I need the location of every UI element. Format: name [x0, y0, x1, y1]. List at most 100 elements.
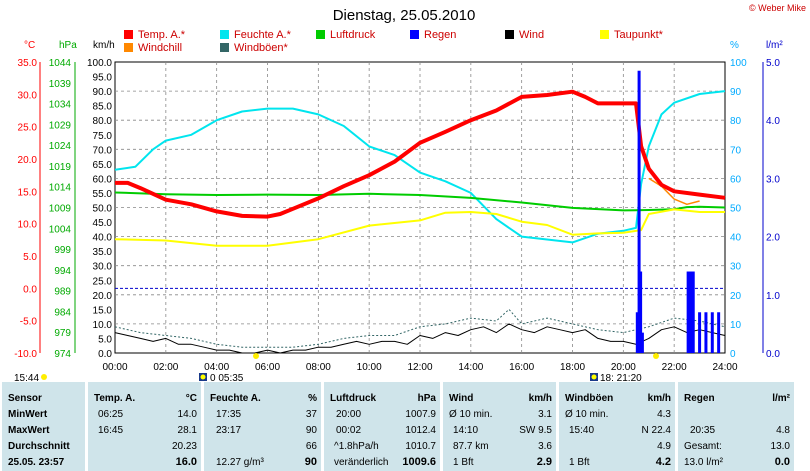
gust-min-value: 4.3 — [657, 409, 671, 420]
axis-tick-label: 0 — [730, 349, 736, 360]
rain-bar — [689, 271, 693, 353]
row-avg-label: Durchschnitt — [8, 441, 70, 452]
axis-tick-label: -5.0 — [20, 317, 38, 328]
x-tick-label: 04:00 — [204, 362, 229, 373]
stats-table: Sensor MinWert MaxWert Durchschnitt 25.0… — [0, 382, 810, 471]
axis-tick-label: 4.0 — [766, 116, 780, 127]
axis-tick-label: 50.0 — [93, 204, 113, 215]
axis-tick-label: 25.0 — [93, 276, 113, 287]
press-column: Luftdruck hPa 20:00 1007.9 00:02 1012.4 … — [324, 382, 440, 471]
press-header: Luftdruck — [330, 393, 377, 404]
axis-tick-label: 984 — [54, 307, 71, 318]
press-unit: hPa — [417, 393, 436, 404]
gust-avg-value: 4.9 — [657, 441, 671, 452]
rain-bar — [704, 312, 708, 353]
axis-tick-label: 35.0 — [18, 58, 38, 69]
axis-tick-label: 100.0 — [87, 58, 112, 69]
legend-swatch — [316, 30, 325, 39]
axis-tick-label: 10.0 — [18, 220, 38, 231]
rain-bar — [691, 271, 695, 353]
axis-tick-label: 25.0 — [18, 123, 38, 134]
grid — [115, 62, 725, 353]
axis-tick-label: 20.0 — [93, 291, 113, 302]
axis-tick-label: 20 — [730, 291, 742, 302]
gust-header: Windböen — [565, 393, 614, 404]
axis-tick-label: 0.0 — [23, 284, 37, 295]
series-line — [114, 191, 726, 212]
temp-header: Temp. A. — [94, 393, 136, 404]
wind-header: Wind — [449, 393, 474, 404]
row-current-label: 25.05. 23:57 — [8, 457, 65, 468]
rain-current-value: 0.0 — [774, 456, 790, 468]
gust-unit: km/h — [647, 393, 671, 404]
axis-tick-label: 1014 — [49, 183, 72, 194]
axis-tick-label: 80 — [730, 116, 742, 127]
axis-tick-label: 1029 — [49, 120, 72, 131]
hum-max-value: 90 — [305, 425, 317, 436]
row-max-label: MaxWert — [8, 425, 50, 436]
moon-icon — [653, 353, 659, 359]
gust-max-value: N 22.4 — [641, 425, 671, 436]
axis-tick-label: 979 — [54, 328, 71, 339]
series-line — [115, 89, 726, 219]
rain-today: 13.0 l/m² — [684, 457, 723, 468]
legend-swatch — [124, 43, 133, 52]
x-tick-label: 18:00 — [560, 362, 585, 373]
rain-max-value: 4.8 — [776, 425, 790, 436]
sensor-header: Sensor — [8, 393, 42, 404]
rain-column: Regen l/m² 20:35 4.8 Gesamt: 13.0 13.0 l… — [678, 382, 794, 471]
axis-tick-label: 30.0 — [18, 90, 38, 101]
moonrise-label: 15:44 — [14, 373, 39, 382]
legend-swatch — [600, 30, 609, 39]
axis-tick-label: 1009 — [49, 204, 72, 215]
rain-bar — [698, 312, 702, 353]
press-min-value: 1007.9 — [405, 409, 436, 420]
axis-tick-label: 989 — [54, 287, 71, 298]
press-current-value: 1009.6 — [402, 456, 436, 468]
axis-tick-label: 65.0 — [93, 160, 113, 171]
series-line — [114, 90, 726, 244]
axis-tick-label: 974 — [54, 349, 71, 360]
axis-tick-label: 1044 — [49, 58, 72, 69]
rain-bar — [717, 312, 721, 353]
legend-label: Regen — [424, 29, 456, 41]
legend-label: Feuchte A.* — [234, 29, 292, 41]
wind-current-value: 2.9 — [536, 456, 552, 468]
temp-min-time: 06:25 — [98, 409, 124, 420]
moon-icon — [253, 353, 259, 359]
wind-bft: 1 Bft — [453, 457, 474, 468]
axis-tick-label: 1034 — [49, 100, 72, 111]
legend-label: Windchill — [138, 42, 182, 54]
temp-max-value: 28.1 — [177, 425, 197, 436]
axis-tick-label: 95.0 — [93, 73, 113, 84]
temp-current-value: 16.0 — [175, 456, 197, 468]
press-max-value: 1012.4 — [405, 425, 436, 436]
gust-bft: 1 Bft — [569, 457, 590, 468]
rain-bar — [635, 312, 639, 353]
axis-tick-label: 0.0 — [766, 349, 780, 360]
axis-unit-label: km/h — [93, 40, 115, 51]
axis-tick-label: 70 — [730, 145, 742, 156]
axis-tick-label: 30.0 — [93, 262, 113, 273]
axis-tick-label: 40.0 — [93, 233, 113, 244]
axis-tick-label: 1039 — [49, 79, 72, 90]
hum-unit: % — [308, 393, 317, 404]
row-min-label: MinWert — [8, 409, 48, 420]
x-tick-label: 06:00 — [255, 362, 280, 373]
wind-min-value: 3.1 — [538, 409, 552, 420]
hum-avg-value: 66 — [305, 441, 317, 452]
axis-tick-label: 15.0 — [93, 305, 113, 316]
axis-tick-label: 1024 — [49, 141, 72, 152]
press-trend: ^1.8hPa/h — [334, 441, 379, 452]
gust-current-value: 4.2 — [655, 456, 671, 468]
axis-tick-label: 80.0 — [93, 116, 113, 127]
rain-header: Regen — [684, 393, 715, 404]
series-line — [114, 208, 725, 247]
axis-tick-label: 45.0 — [93, 218, 113, 229]
axis-tick-label: 90.0 — [93, 87, 113, 98]
axis-tick-label: 3.0 — [766, 174, 780, 185]
axis-tick-label: 0.0 — [98, 349, 112, 360]
wind-column: Wind km/h Ø 10 min. 3.1 14:10 SW 9.5 87.… — [443, 382, 556, 471]
axis-tick-label: 10.0 — [93, 320, 113, 331]
gust-column: Windböen km/h Ø 10 min. 4.3 15:40 N 22.4… — [559, 382, 675, 471]
